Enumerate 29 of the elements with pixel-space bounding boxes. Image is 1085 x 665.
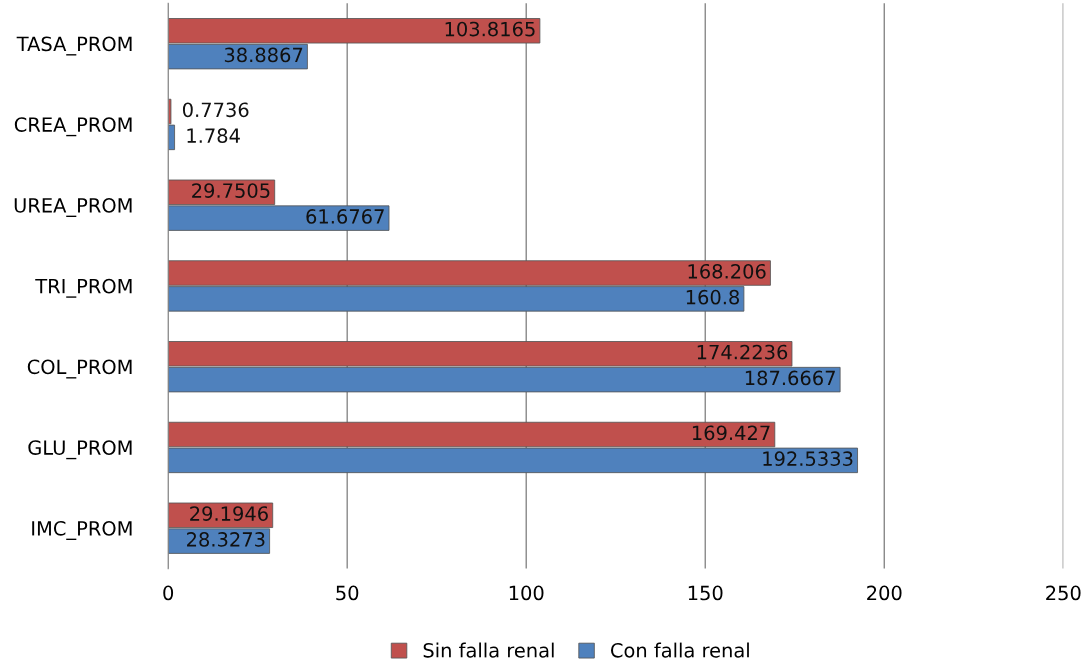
y-tick-label: CREA_PROM	[14, 117, 132, 137]
data-label: 0.7736	[182, 102, 249, 118]
y-tick-label: UREA_PROM	[14, 197, 132, 217]
y-tick-label: IMC_PROM	[32, 520, 132, 540]
x-tick-label: 100	[509, 585, 544, 601]
data-label: 103.8165	[445, 21, 535, 37]
x-tick-label: 250	[1046, 585, 1081, 601]
data-label: 174.2236	[697, 344, 788, 360]
data-label: 29.7505	[192, 183, 270, 198]
y-tick-label: TASA_PROM	[16, 36, 132, 56]
data-label: 187.6667	[745, 370, 835, 386]
x-tick-label: 0	[163, 585, 174, 601]
data-label: 192.5333	[763, 451, 853, 467]
data-label: 168.206	[688, 263, 766, 279]
data-label: 169.427	[692, 425, 770, 441]
y-tick-label: GLU_PROM	[28, 440, 132, 460]
y-tick-label: TRI_PROM	[35, 278, 132, 298]
data-label: 29.1946	[190, 506, 268, 521]
data-label: 61.6767	[306, 209, 384, 224]
legend-label: Sin falla renal	[423, 642, 554, 658]
x-tick-label: 150	[688, 585, 723, 601]
x-tick-label: 200	[867, 585, 902, 601]
legend-label: Con falla renal	[610, 642, 749, 658]
data-label: 160.8	[686, 289, 740, 305]
data-label: 38.8867	[224, 47, 303, 63]
y-tick-label: COL_PROM	[27, 359, 132, 379]
data-label: 28.3273	[187, 532, 265, 547]
x-tick-label: 50	[336, 585, 359, 601]
data-label: 1.784	[187, 128, 240, 144]
